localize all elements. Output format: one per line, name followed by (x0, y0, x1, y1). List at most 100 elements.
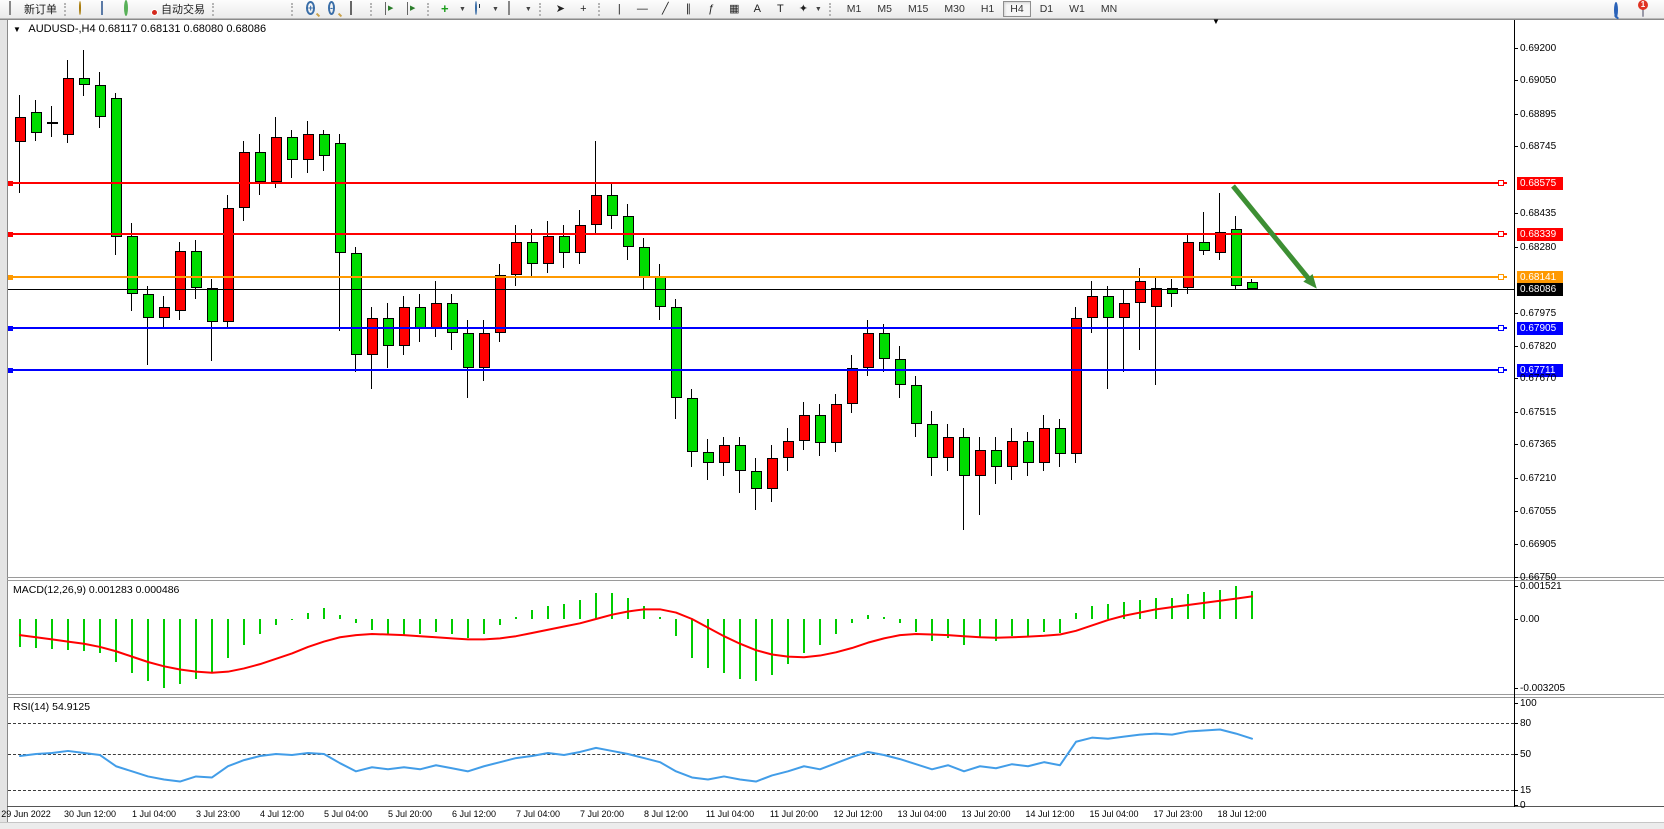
macd-signal-value: 0.000486 (135, 584, 180, 596)
rsi-level-line (8, 789, 1514, 791)
macd-histogram-bar (691, 619, 693, 658)
hline-button[interactable]: — (631, 0, 654, 19)
signals-button[interactable] (118, 0, 140, 19)
line-handle[interactable] (1498, 366, 1504, 373)
market-watch-button[interactable] (96, 0, 118, 19)
candle-up (1151, 287, 1162, 308)
bar-chart-button[interactable] (222, 0, 244, 19)
templates-button[interactable]: ▼ (503, 0, 536, 19)
macd-histogram-bar (707, 619, 709, 669)
channel-button[interactable]: ∥ (677, 0, 700, 19)
pane-separator[interactable] (7, 577, 1664, 578)
pane-separator[interactable] (7, 694, 1664, 695)
timeframe-m30[interactable]: M30 (944, 3, 965, 15)
crosshair-button[interactable]: + (572, 0, 595, 19)
macd-header: MACD(12,26,9) 0.001283 0.000486 (13, 584, 180, 596)
ohlc-open: 0.68117 (98, 23, 138, 35)
timeframe-w1[interactable]: W1 (1069, 3, 1085, 15)
shift-marker-icon[interactable]: ▼ (1212, 17, 1220, 26)
line-handle[interactable] (8, 180, 13, 186)
candle-up (1119, 302, 1130, 318)
candle-up (1215, 231, 1226, 254)
chart-shift-button[interactable] (380, 0, 402, 19)
price-tick-label: 0.67055 (1520, 506, 1557, 518)
line-handle[interactable] (1498, 230, 1504, 237)
horizontal-level-line[interactable] (8, 326, 1507, 329)
line-handle[interactable] (1498, 324, 1504, 331)
candle-chart-button[interactable] (244, 0, 266, 19)
macd-histogram-bar (547, 606, 549, 619)
timeframe-m5[interactable]: M5 (877, 3, 892, 15)
timeframe-d1[interactable]: D1 (1039, 3, 1054, 15)
autotrade-button[interactable]: 自动交易 (140, 0, 209, 19)
time-axis-label: 18 Jul 12:00 (1217, 809, 1267, 819)
price-tick-label: 0.69200 (1520, 43, 1557, 54)
candle-down (447, 302, 458, 334)
candle-up (847, 367, 858, 405)
timeframe-m15[interactable]: M15 (907, 3, 929, 15)
candle-wick (51, 106, 52, 137)
ohlc-low: 0.68080 (183, 23, 224, 35)
line-chart-button[interactable] (266, 0, 288, 19)
trendline-button[interactable]: ╱ (654, 0, 677, 19)
arrows-button[interactable]: ✦ ▼ (792, 0, 826, 19)
candle-down (1167, 287, 1178, 295)
candle-up (575, 225, 586, 254)
chat-icon: 1 (1638, 0, 1648, 17)
toolbar-grip (291, 2, 298, 16)
macd-main-value: 0.001283 (88, 584, 133, 596)
timeframe-h4[interactable]: H4 (1003, 1, 1031, 17)
timeframe-toolbar: M1 M5 M15 M30 H1 H4 D1 W1 MN (839, 1, 1125, 17)
periods-button[interactable]: ▼ (470, 0, 503, 19)
text-button[interactable]: A (746, 0, 769, 19)
candle-down (319, 134, 330, 156)
crosshair-icon: + (580, 2, 587, 15)
zoom-out-button[interactable]: - (323, 0, 345, 19)
timeframe-mn[interactable]: MN (1100, 3, 1118, 15)
candle-wick (1139, 268, 1140, 351)
label-button[interactable]: T (769, 0, 792, 19)
cursor-button[interactable]: ➤ (549, 0, 572, 19)
fibonacci-button[interactable]: ƒ (700, 0, 723, 19)
chevron-down-icon[interactable]: ▼ (13, 25, 21, 34)
candle-wick (963, 428, 964, 530)
line-handle[interactable] (8, 367, 13, 373)
line-handle[interactable] (8, 231, 13, 237)
vline-button[interactable]: | (608, 0, 631, 19)
price-tick-label: 0.67975 (1520, 307, 1557, 319)
pane-separator[interactable] (7, 697, 1664, 698)
line-handle[interactable] (1498, 273, 1504, 280)
macd-axis-label: 0.00 (1520, 614, 1540, 625)
macd-histogram-bar (803, 619, 805, 654)
horizontal-level-line[interactable] (8, 181, 1507, 184)
notifications-button[interactable]: 1 (1638, 0, 1660, 20)
pane-separator[interactable] (7, 580, 1664, 581)
macd-histogram-bar (339, 614, 341, 619)
search-button[interactable] (1610, 1, 1632, 20)
line-handle[interactable] (1498, 179, 1504, 186)
new-order-button[interactable]: 新订单 (3, 0, 61, 19)
axis-tick (1514, 703, 1518, 704)
line-handle[interactable] (8, 325, 13, 331)
timeframe-m1[interactable]: M1 (846, 3, 862, 15)
macd-histogram-bar (595, 593, 597, 619)
horizontal-level-line[interactable] (8, 368, 1507, 371)
time-axis-label: 5 Jul 20:00 (387, 809, 433, 819)
time-axis-label: 8 Jul 12:00 (643, 809, 689, 819)
candle-down (191, 251, 202, 288)
deposit-button[interactable] (74, 0, 96, 19)
zoom-in-button[interactable]: + (301, 0, 323, 19)
grid-button[interactable]: ▦ (723, 0, 746, 19)
price-tick-label: 0.67820 (1520, 341, 1557, 353)
axis-tick (1514, 378, 1518, 380)
timeframe-h1[interactable]: H1 (980, 3, 995, 15)
auto-scroll-button[interactable] (402, 0, 424, 19)
new-order-label: 新订单 (24, 4, 57, 16)
line-handle[interactable] (8, 274, 13, 280)
tile-windows-button[interactable] (345, 0, 367, 19)
horizontal-level-line[interactable] (8, 275, 1507, 278)
candle-down (463, 333, 474, 368)
time-axis-label: 7 Jul 04:00 (515, 809, 561, 819)
horizontal-level-line[interactable] (8, 232, 1507, 235)
add-indicator-button[interactable]: + ▼ (441, 1, 466, 16)
